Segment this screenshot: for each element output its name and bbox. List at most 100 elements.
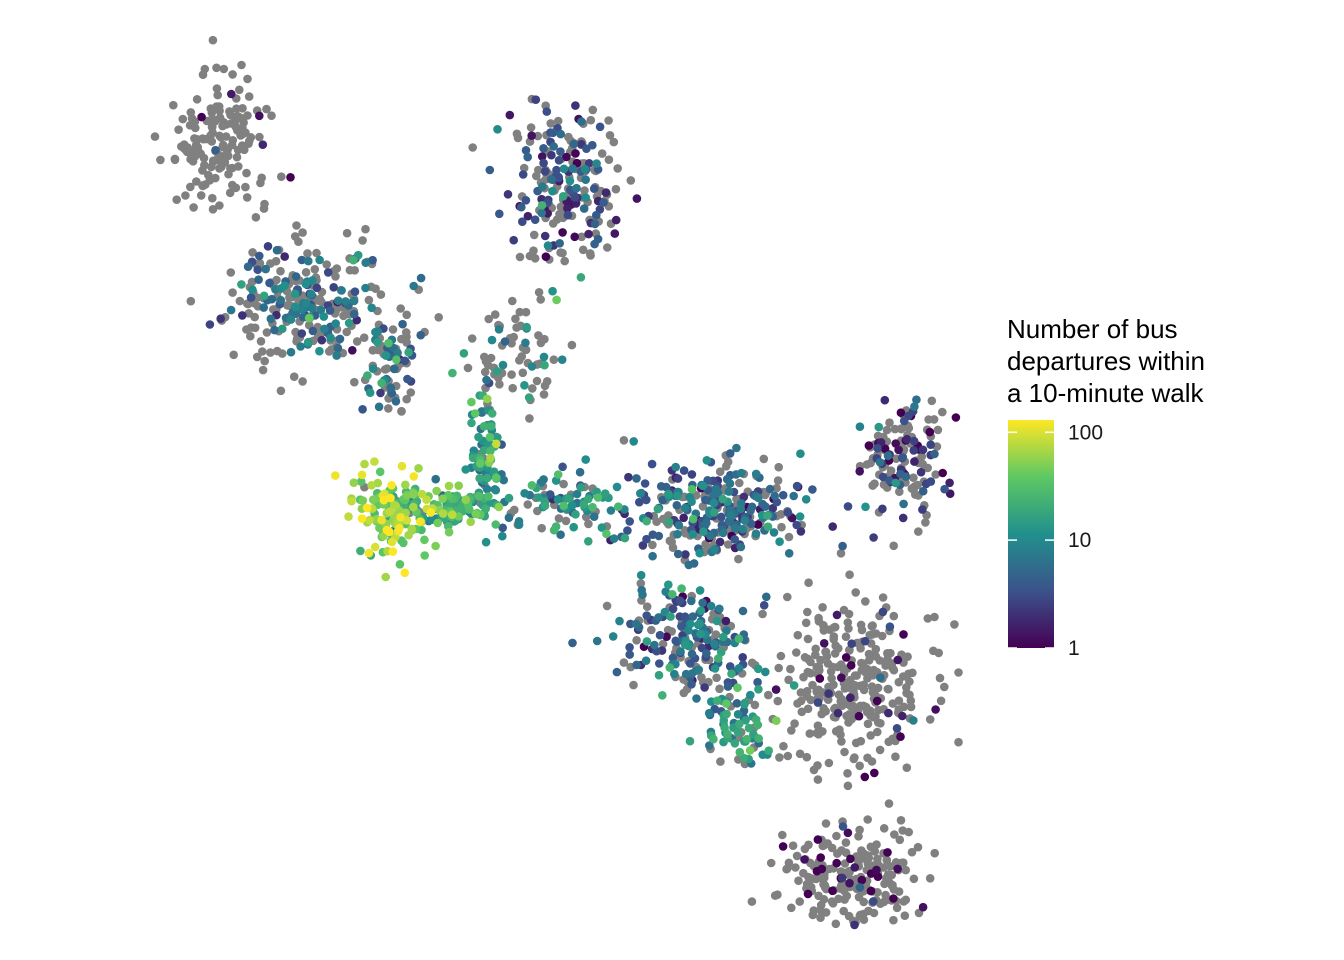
no-service-point [242,325,251,334]
served-point [812,866,822,876]
served-point [734,634,744,643]
served-point [860,772,870,782]
no-service-point [521,307,531,317]
no-service-point [534,288,544,297]
served-point [402,491,412,500]
served-point [403,374,412,384]
served-point [705,741,714,750]
served-point [461,495,471,505]
served-point [373,338,382,347]
no-service-point [636,579,646,588]
legend-title-line-1: Number of bus [1007,314,1178,344]
served-point [552,295,561,305]
no-service-point [954,668,963,677]
served-point [447,510,457,519]
served-point [696,606,706,615]
served-point [737,468,746,478]
served-point [706,601,716,611]
served-point [558,192,568,201]
served-point [738,653,747,662]
no-service-point [787,726,796,735]
served-point [559,164,569,174]
served-point [784,549,794,558]
served-point [775,537,784,546]
no-service-point [734,554,743,564]
served-point [597,523,607,532]
served-point [635,497,644,507]
served-point [356,546,365,556]
served-point [588,140,597,150]
served-point [482,484,492,494]
served-point [276,295,286,305]
served-point [349,296,359,306]
no-service-point [850,753,859,762]
no-service-point [150,132,160,141]
no-service-point [539,390,549,399]
no-service-point [301,268,311,277]
no-service-point [530,253,540,263]
no-service-point [289,372,299,382]
no-service-point [925,715,935,724]
no-service-point [806,695,816,705]
served-point [315,346,324,356]
served-point [723,729,732,739]
served-point [735,719,744,729]
served-point [543,241,553,250]
served-point [552,165,561,175]
served-point [873,872,883,881]
served-point [520,489,529,498]
served-point [367,303,377,313]
served-point [721,616,731,626]
no-service-point [896,816,906,825]
served-point [916,467,926,477]
served-point [661,587,670,596]
no-service-point [831,919,841,929]
served-point [801,495,811,504]
no-service-point [840,895,849,904]
served-point [824,689,833,698]
no-service-point [331,272,340,281]
served-point [789,681,799,690]
served-point [504,513,514,522]
served-point [715,537,725,547]
served-point [491,485,501,495]
no-service-point [887,881,897,891]
served-point [261,264,271,274]
served-point [518,217,527,226]
served-point [393,348,402,358]
no-service-point [172,195,181,204]
no-service-point [927,396,937,406]
no-service-point [192,95,202,104]
no-service-point [248,248,257,257]
no-service-point [816,900,826,910]
served-point [754,734,763,743]
no-service-point [189,203,198,212]
no-service-point [556,248,565,257]
served-point [768,504,778,513]
color-legend: Number of bus departures within a 10-min… [1007,314,1205,660]
served-point [438,494,448,504]
served-point [569,139,579,149]
no-service-point [584,519,593,529]
no-service-point [889,611,899,621]
served-point [254,251,264,261]
no-service-point [856,644,865,653]
served-point [487,422,496,431]
no-service-point [359,333,369,343]
no-service-point [884,649,893,658]
no-service-point [267,111,276,120]
served-point [702,649,711,658]
served-point [673,549,683,559]
served-point [492,367,502,376]
served-point [866,886,876,896]
no-service-point [243,74,252,84]
no-service-point [312,248,321,258]
served-point [301,279,311,289]
no-service-point [486,353,496,363]
served-point [751,469,761,479]
served-point [692,694,701,703]
served-point [344,512,353,521]
no-service-point [212,102,221,111]
no-service-point [228,136,238,145]
served-point [357,514,367,523]
